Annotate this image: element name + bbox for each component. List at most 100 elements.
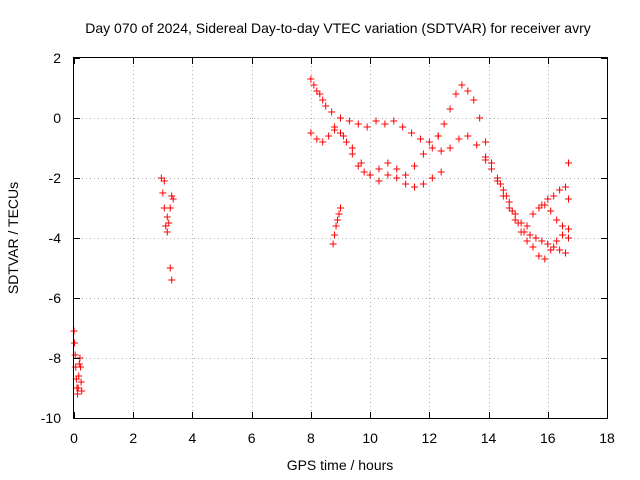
x-tick-label: 2 [129,430,137,446]
data-point [329,240,337,248]
data-point [363,123,371,131]
y-tick-label: -4 [49,230,62,246]
data-point [550,243,558,251]
data-point [325,132,333,140]
data-point [77,363,85,371]
data-point [452,90,460,98]
data-point [402,180,410,188]
y-tick-label: -2 [49,170,62,186]
data-point [437,147,445,155]
data-point [319,96,327,104]
data-point [169,195,177,203]
data-point [332,222,340,230]
data-point [348,144,356,152]
data-point [556,246,564,254]
x-tick-label: 14 [481,430,497,446]
data-point [77,378,85,386]
series-arc-b [434,81,573,233]
data-point [393,174,401,182]
x-tick-label: 6 [248,430,256,446]
series-arc-a [307,75,442,146]
data-point [319,138,327,146]
axis-ticks [74,58,608,419]
series-pass-9h [329,204,344,248]
data-point [419,150,427,158]
data-point [544,195,552,203]
data-point [446,144,454,152]
series-pass-3h [157,174,177,284]
series-arc-g [538,159,573,209]
data-point [337,114,344,122]
data-point [168,276,176,284]
data-point [74,384,82,392]
data-point [335,210,343,218]
x-tick-label: 8 [307,430,315,446]
data-point [437,168,445,176]
data-point [464,132,472,140]
data-point [562,183,570,191]
data-point [384,159,392,167]
data-point [307,129,315,137]
y-axis-label: SDTVAR / TECUs [5,182,21,294]
data-point [157,174,165,182]
data-point [75,360,83,368]
data-point [375,177,383,185]
x-tick-label: 0 [70,430,78,446]
data-point [440,120,448,128]
data-point [331,123,339,131]
data-point [511,210,519,218]
data-point [162,222,170,230]
data-point [381,120,389,128]
data-point [523,222,531,230]
data-point [166,204,174,212]
series-arc-c [307,126,490,179]
data-point [331,231,339,239]
data-point [393,165,401,173]
data-point [399,123,407,131]
data-point [488,165,496,173]
data-point [559,231,567,239]
data-point [488,159,496,167]
data-point [553,216,561,224]
y-tick-labels: -10 -8 -6 -4 -2 0 2 [41,50,61,426]
data-point [547,207,555,215]
x-tick-label: 4 [189,430,197,446]
data-point [71,351,79,359]
data-point [502,192,510,200]
data-point [535,204,543,212]
data-point [526,231,534,239]
data-point [345,117,353,125]
data-point [565,225,573,233]
data-points [70,75,573,398]
data-point [562,249,570,257]
data-point [541,255,549,263]
data-point [348,150,356,158]
data-point [384,171,392,179]
data-point [159,189,167,197]
data-point [342,138,350,146]
data-point [520,228,528,236]
data-point [307,75,315,83]
data-point [313,135,321,143]
data-point [547,246,555,254]
data-point [419,180,427,188]
data-point [499,186,507,194]
data-point [334,216,342,224]
data-point [446,105,454,113]
data-point [523,237,531,245]
data-point [473,141,481,149]
data-point [565,234,573,242]
data-point [538,201,546,209]
data-point [310,81,318,89]
data-point [357,159,365,167]
data-point [455,135,463,143]
data-point [535,252,543,260]
data-point [550,192,558,200]
data-point [544,240,552,248]
data-point [339,132,347,140]
data-point [165,219,173,227]
x-axis-label: GPS time / hours [287,457,394,473]
data-point [532,234,540,242]
data-point [559,222,567,230]
x-tick-label: 10 [362,430,378,446]
